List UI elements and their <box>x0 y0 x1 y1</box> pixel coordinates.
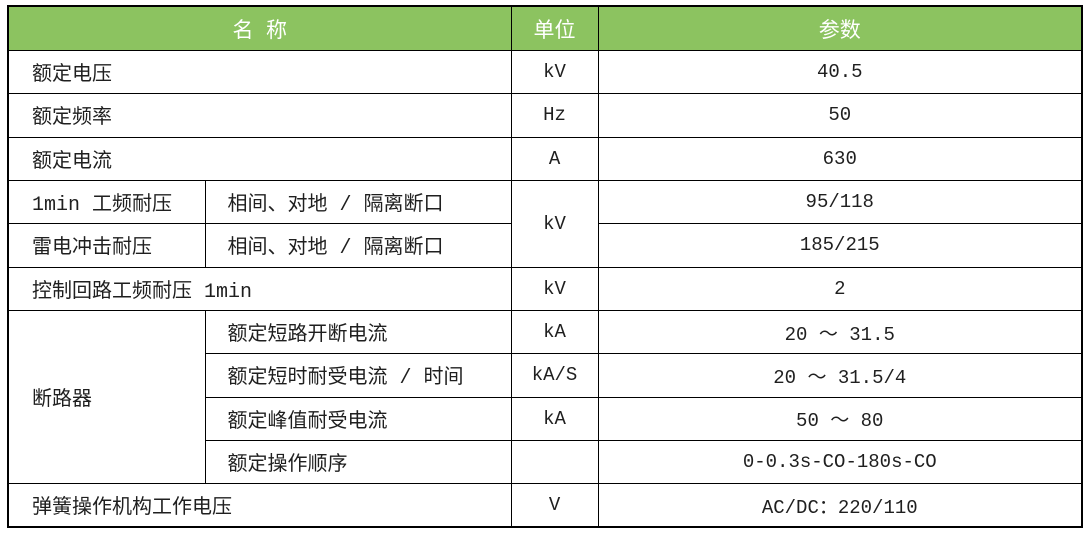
cell-short-time-withstand-unit: kA/S <box>510 353 599 398</box>
cell-short-circuit-breaking-name: 额定短路开断电流 <box>204 309 512 355</box>
cell-lightning-impulse-param: 185/215 <box>597 223 1083 268</box>
cell-rated-voltage-unit: kV <box>510 49 599 95</box>
cell-rated-voltage-param: 40.5 <box>597 49 1083 95</box>
cell-spring-mechanism-unit: V <box>510 483 599 528</box>
cell-power-freq-scope: 相间、对地 / 隔离断口 <box>204 179 512 225</box>
cell-lightning-impulse-name: 雷电冲击耐压 <box>7 223 206 268</box>
cell-operating-sequence-unit <box>510 439 599 485</box>
cell-short-time-withstand-param: 20 ～ 31.5/4 <box>597 353 1083 398</box>
cell-peak-withstand-param: 50 ～ 80 <box>597 396 1083 441</box>
cell-breaker-group-label: 断路器 <box>7 309 206 485</box>
table-row: 额定电压 kV 40.5 <box>7 49 1083 95</box>
cell-rated-current-unit: A <box>510 136 599 181</box>
cell-rated-frequency-unit: Hz <box>510 93 599 138</box>
table-row: 额定操作顺序 0-0.3s-CO-180s-CO <box>8 439 1083 485</box>
specification-table: 名 称 单位 参数 额定电压 kV 40.5 额定频率 Hz 50 额定电流 A… <box>7 5 1084 528</box>
cell-peak-withstand-name: 额定峰值耐受电流 <box>204 396 512 441</box>
cell-spring-mechanism-name: 弹簧操作机构工作电压 <box>7 483 512 528</box>
cell-peak-withstand-unit: kA <box>510 396 599 441</box>
table-row: 额定峰值耐受电流 kA 50 ～ 80 <box>8 396 1083 441</box>
cell-power-freq-name: 1min 工频耐压 <box>7 179 206 225</box>
table-row: 弹簧操作机构工作电压 V AC/DC：220/110 <box>7 483 1083 528</box>
cell-operating-sequence-name: 额定操作顺序 <box>204 439 512 485</box>
cell-lightning-impulse-scope: 相间、对地 / 隔离断口 <box>204 223 512 268</box>
cell-rated-frequency-param: 50 <box>597 93 1083 138</box>
cell-control-circuit-name: 控制回路工频耐压 1min <box>7 266 512 311</box>
cell-rated-voltage-name: 额定电压 <box>7 49 512 95</box>
cell-short-time-withstand-name: 额定短时耐受电流 / 时间 <box>204 353 512 398</box>
cell-short-circuit-breaking-unit: kA <box>510 309 599 355</box>
table-row: 控制回路工频耐压 1min kV 2 <box>7 266 1083 311</box>
cell-rated-current-param: 630 <box>597 136 1083 181</box>
table-row: 额定电流 A 630 <box>7 136 1083 181</box>
header-name-cell: 名 称 <box>7 5 512 51</box>
table-row: 1min 工频耐压 相间、对地 / 隔离断口 kV 95/118 <box>7 179 1083 268</box>
table-row: 额定短时耐受电流 / 时间 kA/S 20 ～ 31.5/4 <box>8 353 1083 398</box>
cell-spring-mechanism-param: AC/DC：220/110 <box>597 483 1083 528</box>
cell-control-circuit-unit: kV <box>510 266 599 311</box>
header-unit-cell: 单位 <box>510 5 599 51</box>
cell-control-circuit-param: 2 <box>597 266 1083 311</box>
cell-short-circuit-breaking-param: 20 ～ 31.5 <box>597 309 1083 355</box>
table-row: 雷电冲击耐压 相间、对地 / 隔离断口 185/215 <box>7 223 1083 268</box>
table-row: 断路器 额定短路开断电流 kA 20 ～ 31.5 <box>7 309 1083 485</box>
header-param-cell: 参数 <box>597 5 1083 51</box>
table-row: 额定频率 Hz 50 <box>7 93 1083 138</box>
cell-rated-current-name: 额定电流 <box>7 136 512 181</box>
table-header-row: 名 称 单位 参数 <box>7 5 1083 51</box>
cell-operating-sequence-param: 0-0.3s-CO-180s-CO <box>597 439 1083 485</box>
cell-power-freq-param: 95/118 <box>597 179 1083 225</box>
cell-withstand-unit-merged: kV <box>510 179 599 268</box>
cell-rated-frequency-name: 额定频率 <box>7 93 512 138</box>
